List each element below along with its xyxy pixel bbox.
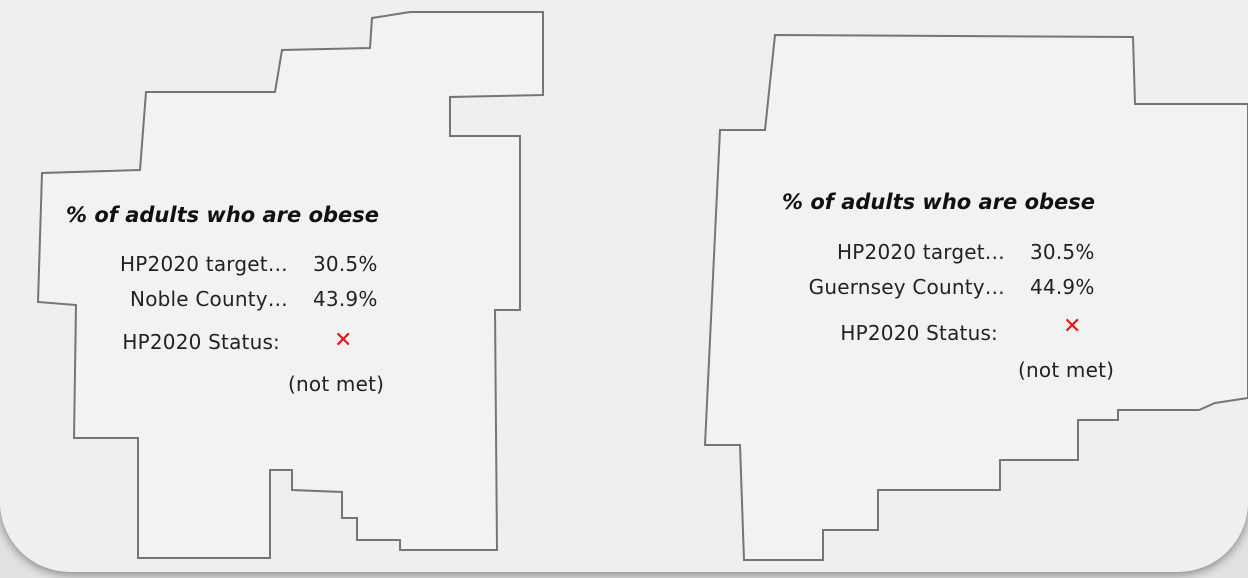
- x-mark-icon: ✕: [334, 328, 353, 353]
- guernsey-status-note: (not met): [1018, 358, 1115, 382]
- guernsey-target-value: 30.5%: [1030, 240, 1095, 264]
- noble-target-label: HP2020 target…: [120, 252, 288, 276]
- x-mark-icon: ✕: [1063, 314, 1082, 339]
- noble-indicator-title: % of adults who are obese: [66, 203, 380, 227]
- guernsey-county-outline: [703, 33, 1248, 561]
- guernsey-target-label: HP2020 target…: [837, 240, 1005, 264]
- guernsey-status-label: HP2020 Status:: [840, 321, 998, 345]
- noble-county-label: Noble County…: [130, 287, 288, 311]
- noble-target-value: 30.5%: [313, 252, 378, 276]
- noble-status-note: (not met): [288, 372, 385, 396]
- noble-status-label: HP2020 Status:: [122, 330, 280, 354]
- guernsey-county-label: Guernsey County…: [808, 275, 1005, 299]
- guernsey-county-value: 44.9%: [1030, 275, 1095, 299]
- guernsey-indicator-title: % of adults who are obese: [782, 190, 1096, 214]
- noble-county-outline: [36, 11, 544, 559]
- noble-county-value: 43.9%: [313, 287, 378, 311]
